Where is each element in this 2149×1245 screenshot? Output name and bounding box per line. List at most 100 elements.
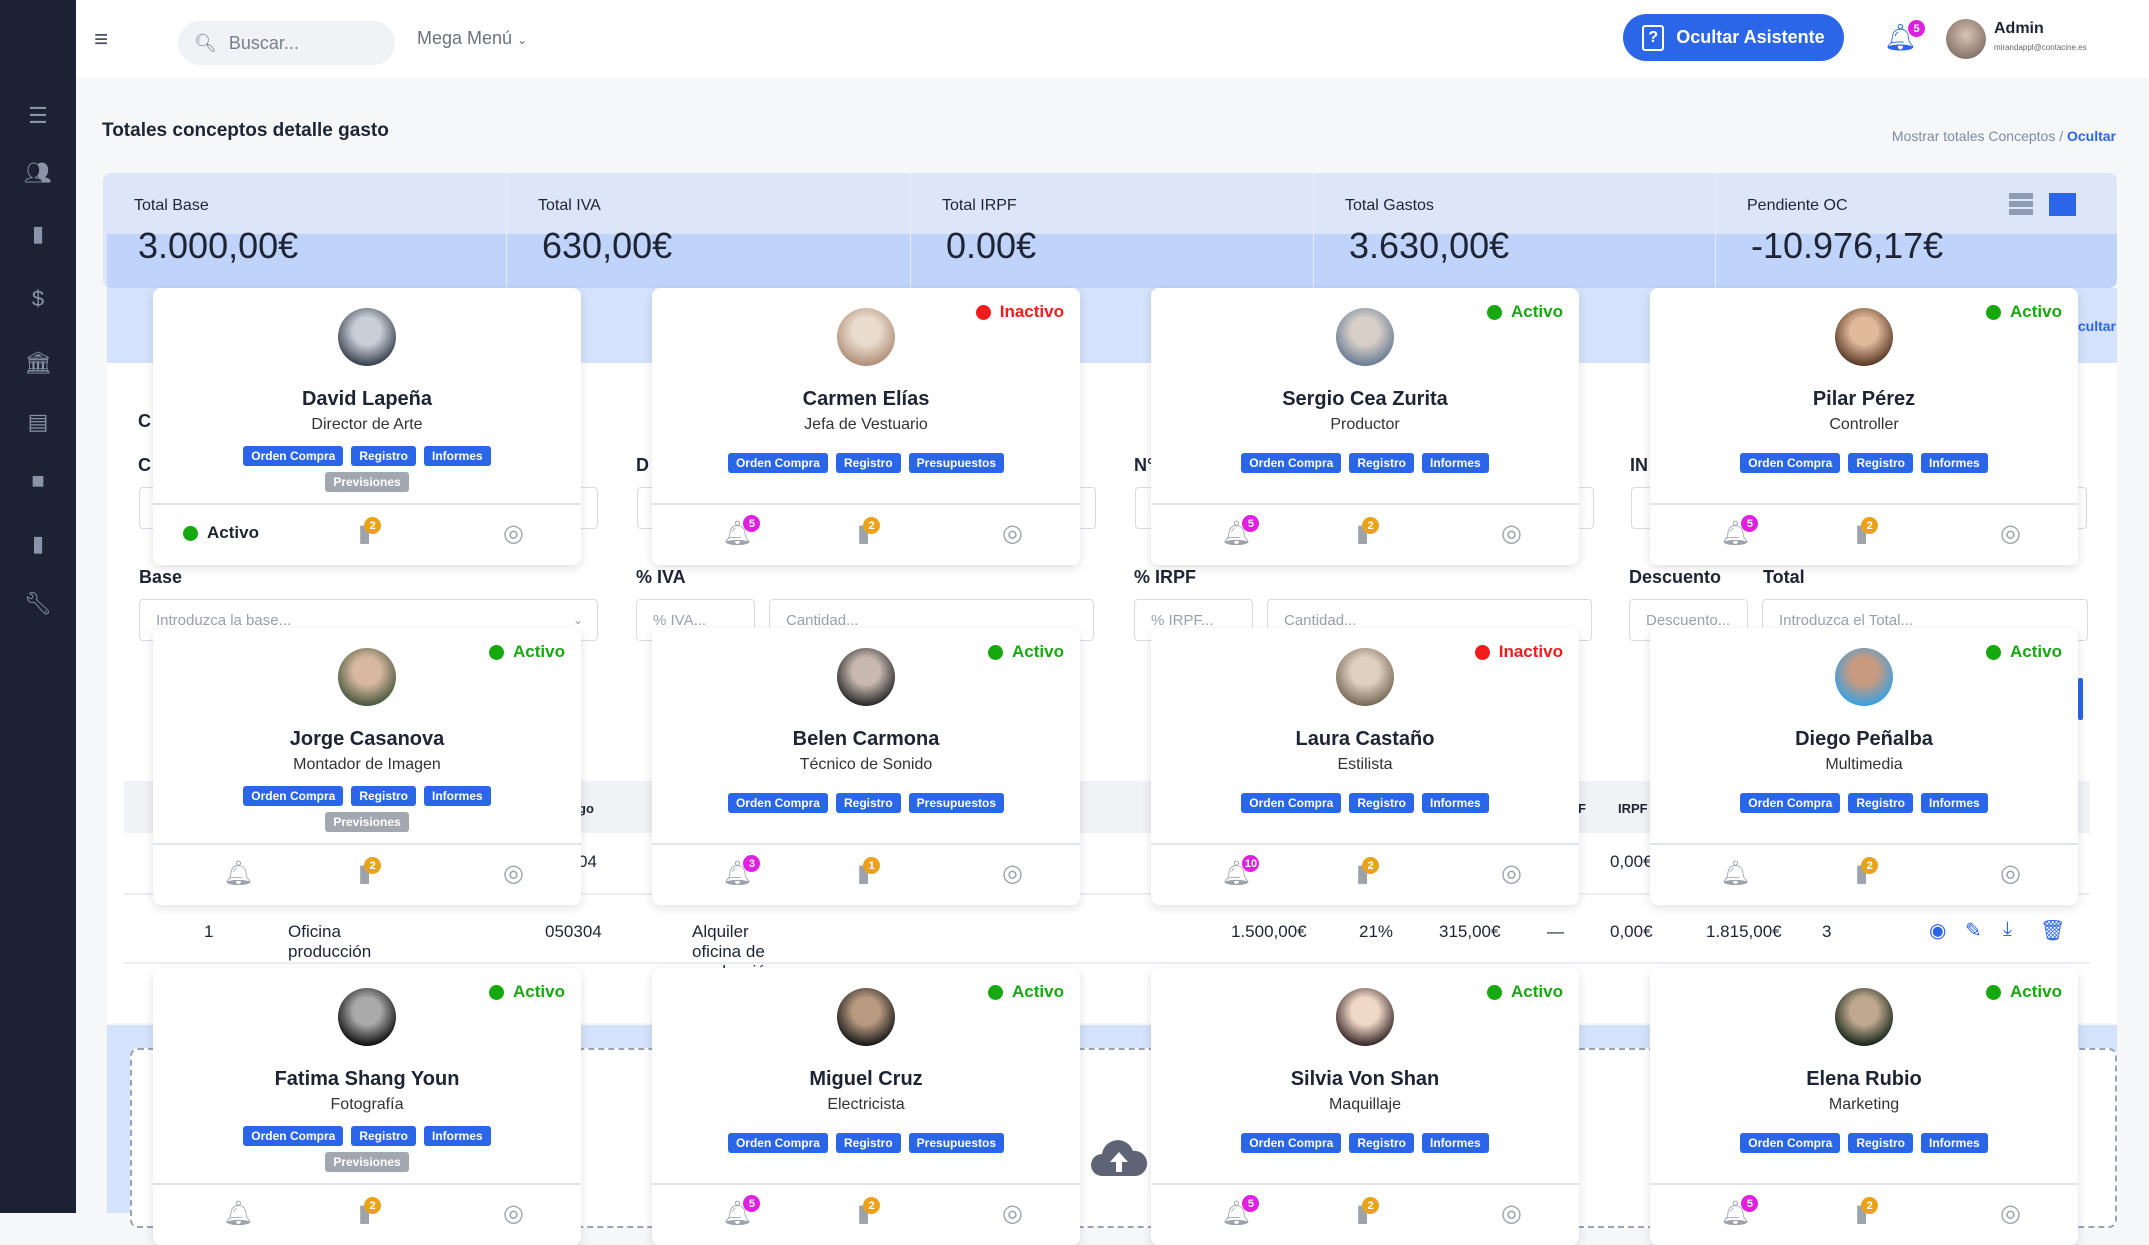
bell-icon[interactable]: 🔔︎ 5 [722,1195,761,1228]
bell-icon[interactable]: 🔔︎ 5 [1221,1195,1260,1228]
tag-registro[interactable]: Registro [1349,1133,1414,1153]
bell-icon[interactable]: 🔔︎ [223,860,254,887]
edit-icon[interactable]: ✎ [1965,920,1982,942]
profile-icon[interactable]: ◎ [1002,520,1023,547]
tag-registro[interactable]: Registro [835,1133,901,1153]
profile-icon[interactable]: ◎ [2000,1200,2021,1227]
delete-icon[interactable]: 🗑︎ [2040,920,2066,942]
list-icon[interactable]: ☰ [28,103,48,128]
bell-icon[interactable]: 🔔︎ 5 [1720,515,1759,548]
tag-informes[interactable]: Informes [1921,1133,1988,1153]
tag-informes[interactable]: Informes [1422,1133,1489,1153]
document-icon[interactable]: ▮ [31,531,45,556]
tag-orden-compra[interactable]: Orden Compra [243,1126,344,1146]
tag-informes[interactable]: Informes [424,446,491,466]
document-icon[interactable]: ▮ 2 [1356,857,1380,888]
hide-link[interactable]: Ocultar [2066,318,2116,334]
tag-registro[interactable]: Registro [1349,453,1414,473]
tag-orden-compra[interactable]: Orden Compra [727,1133,828,1153]
profile-icon[interactable]: ◎ [1002,860,1023,887]
document-icon[interactable]: ▮ 2 [857,517,881,548]
tag-registro[interactable]: Registro [1848,453,1913,473]
profile-icon[interactable]: ◎ [2000,860,2021,887]
hide-assistant-button[interactable]: ? Ocultar Asistente [1623,14,1844,61]
bell-icon[interactable]: 🔔︎ 3 [722,855,761,888]
dollar-icon[interactable]: $ [31,286,45,311]
tag-previsiones[interactable]: Previsiones [325,1152,409,1172]
cloud-upload-icon[interactable] [1090,1138,1148,1178]
file-icon[interactable]: ▮ [31,221,45,246]
profile-icon[interactable]: ◎ [1501,1200,1522,1227]
tag-informes[interactable]: Informes [1921,793,1988,813]
tag-orden-compra[interactable]: Orden Compra [243,786,344,806]
document-icon[interactable]: ▮ 2 [358,857,382,888]
tag-registro[interactable]: Registro [351,786,416,806]
profile-icon[interactable]: ◎ [2000,520,2021,547]
document-icon[interactable]: ▮ 2 [857,1197,881,1228]
tag-orden-compra[interactable]: Orden Compra [1740,1133,1841,1153]
users-icon[interactable]: 👥︎ [24,160,52,185]
bell-icon[interactable]: 🔔︎ [223,1200,254,1227]
search-input[interactable]: 🔍︎ Buscar... [178,21,395,65]
document-icon[interactable]: ▮ 2 [1855,1197,1879,1228]
profile-icon[interactable]: ◎ [1501,520,1522,547]
hide-totals-link[interactable]: Ocultar [2066,128,2116,144]
tag-registro[interactable]: Registro [1848,793,1913,813]
bell-icon[interactable]: 🔔︎ 5 [722,515,761,548]
bell-icon[interactable]: 🔔︎ 5 [1221,515,1260,548]
tag-registro[interactable]: Registro [351,1126,416,1146]
tag-informes[interactable]: Informes [424,786,491,806]
tag-orden-compra[interactable]: Orden Compra [727,453,828,473]
profile-icon[interactable]: ◎ [1501,860,1522,887]
bell-icon[interactable]: 🔔︎ 5 [1720,1195,1759,1228]
tag-registro[interactable]: Registro [835,453,901,473]
tag-informes[interactable]: Informes [1422,793,1489,813]
tag-orden-compra[interactable]: Orden Compra [243,446,344,466]
view-icon[interactable]: ◉ [1929,920,1947,942]
user-avatar[interactable] [1946,19,1986,59]
tag-presupuestos[interactable]: Presupuestos [908,793,1005,813]
tag-registro[interactable]: Registro [1848,1133,1913,1153]
download-icon[interactable]: ⤓ [2003,918,2012,940]
tag-informes[interactable]: Informes [1422,453,1489,473]
profile-icon[interactable]: ◎ [503,860,524,887]
tag-orden-compra[interactable]: Orden Compra [1241,453,1342,473]
document-icon[interactable]: ▮ 2 [1356,517,1380,548]
tag-informes[interactable]: Informes [1921,453,1988,473]
document-icon[interactable]: ▮ 2 [1855,857,1879,888]
tag-orden-compra[interactable]: Orden Compra [1740,793,1841,813]
tag-registro[interactable]: Registro [351,446,416,466]
bank-icon[interactable]: 🏛︎ [24,350,52,375]
wrench-icon[interactable]: 🔧︎ [24,591,52,616]
document-icon[interactable]: ▮ 2 [358,517,382,548]
grid-view-icon[interactable] [2049,193,2076,216]
hamburger-menu-icon[interactable]: ≡ [94,26,109,53]
show-totals-link[interactable]: Mostrar totales Conceptos [1891,128,2056,144]
tag-orden-compra[interactable]: Orden Compra [1241,793,1342,813]
tag-previsiones[interactable]: Previsiones [325,812,409,832]
profile-icon[interactable]: ◎ [1002,1200,1023,1227]
tag-presupuestos[interactable]: Presupuestos [908,453,1005,473]
list-view-icon[interactable] [2009,193,2033,215]
tag-orden-compra[interactable]: Orden Compra [1740,453,1841,473]
tag-registro[interactable]: Registro [1349,793,1414,813]
add-button-edge[interactable] [2078,678,2083,720]
receipt-icon[interactable]: ▤ [27,409,49,434]
document-icon[interactable]: ▮ 2 [358,1197,382,1228]
bell-icon[interactable]: 🔔︎ [1720,860,1751,887]
tag-informes[interactable]: Informes [424,1126,491,1146]
briefcase-icon[interactable]: ■ [31,468,45,493]
tag-registro[interactable]: Registro [835,793,901,813]
tag-previsiones[interactable]: Previsiones [325,472,409,492]
notifications-bell-icon[interactable]: 🔔︎ 5 [1884,20,1926,53]
profile-icon[interactable]: ◎ [503,1200,524,1227]
tag-orden-compra[interactable]: Orden Compra [727,793,828,813]
tag-orden-compra[interactable]: Orden Compra [1241,1133,1342,1153]
bell-icon[interactable]: 🔔︎ 10 [1221,855,1260,888]
profile-icon[interactable]: ◎ [503,520,524,547]
document-icon[interactable]: ▮ 2 [1855,517,1879,548]
document-icon[interactable]: ▮ 1 [857,857,881,888]
document-icon[interactable]: ▮ 2 [1356,1197,1380,1228]
mega-menu-dropdown[interactable]: Mega Menú ⌄ [417,28,527,49]
tag-presupuestos[interactable]: Presupuestos [908,1133,1005,1153]
